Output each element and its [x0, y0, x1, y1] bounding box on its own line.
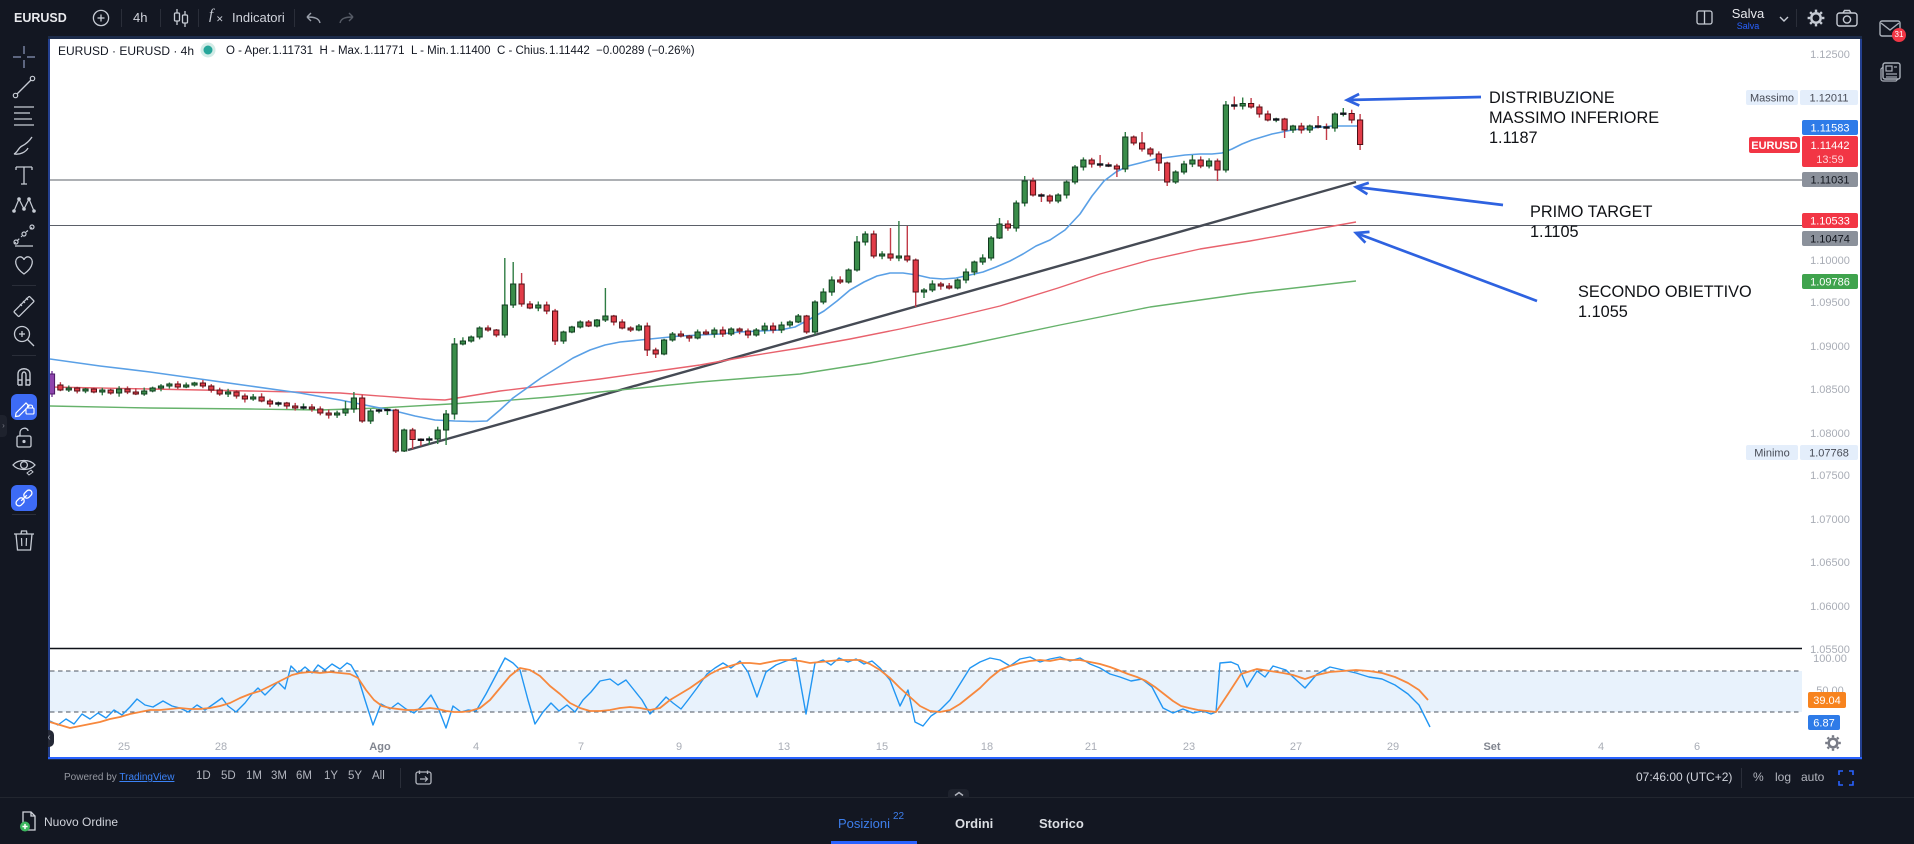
svg-text:O - Aper. 1.11731 H - Max. 1.: O - Aper. 1.11731 H - Max. 1.11771 L - M…: [226, 45, 695, 57]
svg-text:21: 21: [1085, 741, 1097, 753]
svg-text:39.04: 39.04: [1813, 695, 1841, 707]
svg-text:1.08000: 1.08000: [1810, 428, 1850, 440]
svg-text:Massimo: Massimo: [1750, 93, 1794, 105]
svg-text:SECONDO OBIETTIVO: SECONDO OBIETTIVO: [1578, 283, 1752, 301]
svg-text:1.10474: 1.10474: [1810, 234, 1850, 246]
svg-text:Minimo: Minimo: [1754, 448, 1789, 460]
svg-text:1.07000: 1.07000: [1810, 514, 1850, 526]
svg-text:1.12500: 1.12500: [1810, 49, 1850, 61]
svg-text:18: 18: [981, 741, 993, 753]
svg-text:1.08500: 1.08500: [1810, 384, 1850, 396]
svg-text:25: 25: [118, 741, 130, 753]
svg-text:1.1187: 1.1187: [1489, 129, 1538, 147]
svg-text:1.07768: 1.07768: [1809, 448, 1849, 460]
svg-text:1.11442: 1.11442: [1811, 140, 1850, 152]
svg-text:1.06500: 1.06500: [1810, 557, 1850, 569]
svg-text:4: 4: [1598, 741, 1604, 753]
svg-text:EURUSD · EURUSD · 4h: EURUSD · EURUSD · 4h: [58, 44, 194, 58]
svg-text:1.11583: 1.11583: [1811, 123, 1850, 135]
svg-text:1.09500: 1.09500: [1810, 297, 1850, 309]
svg-text:7: 7: [578, 741, 584, 753]
svg-text:1.06000: 1.06000: [1810, 601, 1850, 613]
svg-text:1.10000: 1.10000: [1810, 255, 1850, 267]
svg-text:1.07500: 1.07500: [1810, 470, 1850, 482]
svg-text:29: 29: [1387, 741, 1399, 753]
svg-text:Set: Set: [1483, 741, 1500, 753]
svg-text:Ago: Ago: [369, 741, 391, 753]
svg-text:PRIMO TARGET: PRIMO TARGET: [1530, 203, 1652, 221]
svg-text:28: 28: [215, 741, 227, 753]
svg-text:1.11031: 1.11031: [1811, 175, 1850, 187]
svg-text:13: 13: [778, 741, 790, 753]
svg-text:1.10533: 1.10533: [1810, 216, 1850, 228]
svg-text:MASSIMO INFERIORE: MASSIMO INFERIORE: [1489, 109, 1659, 127]
svg-text:1.12011: 1.12011: [1810, 93, 1849, 105]
svg-text:13:59: 13:59: [1816, 154, 1844, 166]
svg-text:DISTRIBUZIONE: DISTRIBUZIONE: [1489, 89, 1615, 107]
svg-text:1.1105: 1.1105: [1530, 223, 1579, 241]
svg-text:23: 23: [1183, 741, 1195, 753]
svg-text:4: 4: [473, 741, 479, 753]
svg-text:6: 6: [1694, 741, 1700, 753]
svg-text:100.00: 100.00: [1813, 653, 1847, 665]
svg-text:1.1055: 1.1055: [1578, 303, 1628, 321]
svg-text:15: 15: [876, 741, 888, 753]
svg-text:6.87: 6.87: [1813, 718, 1834, 730]
svg-text:9: 9: [676, 741, 682, 753]
svg-text:EURUSD: EURUSD: [1751, 140, 1798, 152]
svg-text:1.09000: 1.09000: [1810, 341, 1850, 353]
svg-text:27: 27: [1290, 741, 1302, 753]
svg-text:1.09786: 1.09786: [1810, 277, 1850, 289]
